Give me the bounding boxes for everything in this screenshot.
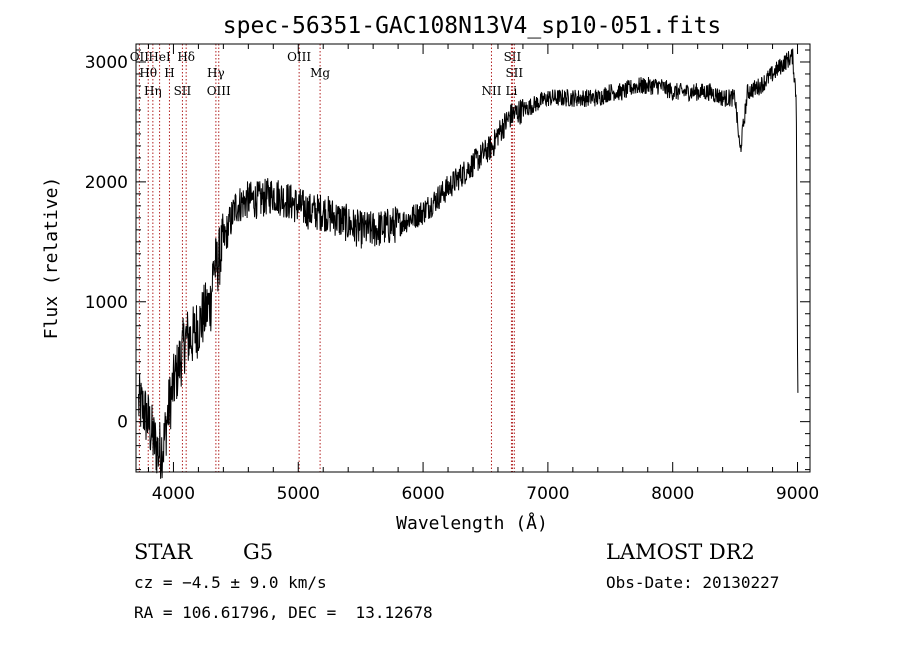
line-label-1: Hθ	[139, 66, 157, 80]
axis-ticks: 4000 5000 6000 7000 8000 9000 0 1000 2000 3000	[85, 44, 819, 504]
spectrum-line	[138, 48, 799, 479]
observation-date: Obs-Date: 20130227	[606, 573, 780, 592]
survey-name: LAMOST DR2	[606, 540, 755, 564]
chart-title: spec-56351-GAC108N13V4_sp10-051.fits	[223, 13, 722, 39]
object-subclass: G5	[243, 540, 274, 564]
x-axis-label: Wavelength (Å)	[396, 512, 548, 534]
y-axis-label: Flux (relative)	[41, 177, 62, 340]
x-tick-label-4: 8000	[651, 484, 694, 504]
y-tick-label-1: 1000	[85, 293, 128, 313]
x-tick-label-3: 7000	[526, 484, 569, 504]
redshift-cz: cz = −4.5 ± 9.0 km/s	[134, 573, 327, 592]
line-label-13: SII	[505, 66, 523, 80]
line-label-8: OIII	[207, 84, 231, 98]
line-label-0: OII	[130, 50, 150, 64]
spectrum-series	[138, 48, 799, 479]
x-tick-label-0: 4000	[152, 484, 195, 504]
x-tick-label-1: 5000	[277, 484, 320, 504]
line-label-14: Li	[506, 84, 518, 98]
line-label-10: Mg	[310, 66, 330, 80]
ra-dec: RA = 106.61796, DEC = 13.12678	[134, 603, 433, 622]
y-tick-label-2: 2000	[85, 173, 128, 193]
plot-frame	[135, 43, 811, 473]
x-tick-label-5: 9000	[776, 484, 819, 504]
line-label-3: HeI	[148, 50, 171, 64]
line-label-12: SII	[504, 50, 522, 64]
line-label-4: H	[164, 66, 174, 80]
line-label-11: NII	[481, 84, 501, 98]
object-class: STAR	[134, 540, 193, 564]
line-label-7: Hγ	[207, 66, 225, 80]
y-tick-label-3: 3000	[85, 53, 128, 73]
y-tick-label-0: 0	[117, 413, 128, 433]
line-label-2: Hη	[144, 84, 162, 98]
line-label-5: SII	[174, 84, 192, 98]
line-label-9: OIII	[287, 50, 311, 64]
line-label-6: Hδ	[177, 50, 195, 64]
x-tick-label-2: 6000	[401, 484, 444, 504]
